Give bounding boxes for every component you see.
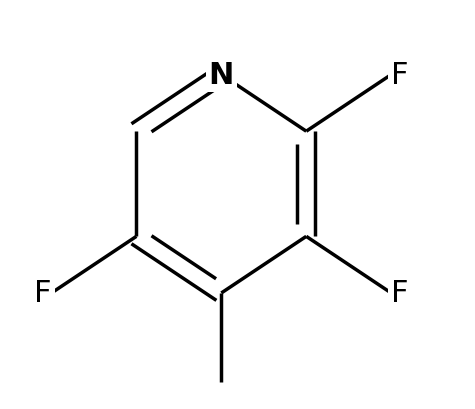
- Text: F: F: [34, 279, 51, 308]
- Text: F: F: [391, 279, 408, 308]
- Text: N: N: [209, 61, 234, 90]
- Text: F: F: [391, 61, 408, 90]
